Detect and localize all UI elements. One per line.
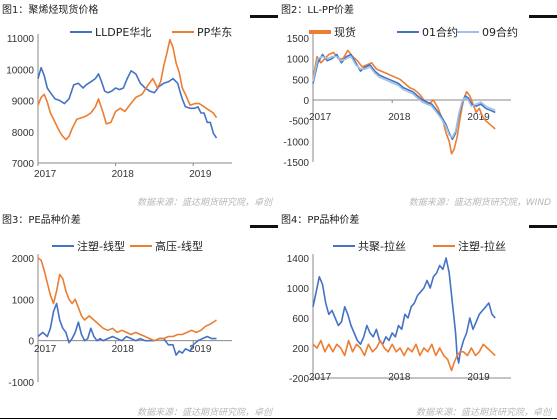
series-line	[37, 38, 218, 141]
y-tick-label: -200	[289, 374, 309, 385]
legend-label: PP华东	[197, 25, 232, 39]
y-tick-label: 200	[292, 344, 309, 355]
series-line	[312, 53, 496, 141]
y-tick-label: 0	[28, 337, 34, 348]
y-tick-label: 2000	[12, 254, 35, 265]
series-line	[312, 55, 496, 138]
y-tick-label: 1000	[287, 55, 310, 66]
y-tick-label: 1400	[287, 254, 310, 265]
series-line	[312, 257, 496, 364]
series-line	[37, 302, 217, 356]
x-tick-label: 2018	[112, 344, 135, 355]
x-tick-label: 2019	[467, 372, 490, 383]
chart-panel-1: 图1：聚烯烃现货价格数据来源：盛达期货研究院，卓创 7000 8000 9000 100…	[0, 0, 278, 210]
title-bar	[529, 225, 557, 228]
x-tick-label: 2018	[388, 112, 411, 123]
x-tick-label: 2019	[189, 169, 212, 180]
chart-panel-2: 图2：LL-PP价差数据来源：盛达期货研究院，WIND -1500 -1000 -50…	[279, 0, 557, 210]
source-text: 数据来源：盛达期货研究院，卓创	[136, 408, 272, 418]
x-tick-label: 2017	[309, 112, 332, 123]
title-bar	[250, 15, 278, 18]
chart-svg: 7000 8000 9000 10000 11000 2017 2018 2019 LLDPE华…	[6, 25, 232, 180]
y-tick-label: -1000	[283, 137, 309, 148]
title-bar	[250, 225, 278, 228]
chart-title: 图1：聚烯烃现货价格	[2, 5, 99, 16]
legend-label: 注塑-线型	[77, 239, 125, 253]
y-tick-label: 11000	[7, 34, 35, 45]
y-tick-label: 0	[303, 96, 309, 107]
legend-label: LLDPE华北	[95, 25, 151, 39]
source-text: 数据来源：盛达期货研究院，WIND	[408, 198, 551, 208]
legend-label: 现货	[334, 25, 356, 39]
y-tick-label: 500	[292, 75, 309, 86]
chart-title: 图2：LL-PP价差	[281, 5, 354, 16]
y-tick-label: 9000	[12, 97, 35, 108]
x-tick-label: 2019	[189, 344, 212, 355]
chart-title: 图4：PP品种价差	[281, 215, 360, 226]
x-tick-label: 2019	[467, 112, 490, 123]
chart-svg: -1500 -1000 -500 0 500 1000 1500 2017 2018 2019 现货…	[283, 25, 518, 169]
series-line	[37, 257, 217, 342]
chart-title: 图3：PE品种价差	[2, 215, 81, 226]
y-tick-label: 600	[292, 314, 309, 325]
series-line	[312, 339, 496, 372]
y-tick-label: 7000	[12, 159, 35, 170]
y-tick-label: -1000	[8, 378, 34, 389]
source-text: 数据来源：盛达期货研究院，卓创	[415, 408, 551, 418]
series-line	[37, 66, 218, 139]
series-line	[312, 49, 496, 155]
x-tick-label: 2018	[388, 372, 411, 383]
chart-svg: -1000 0 1000 2000 2017 2018 2019 注塑-线型 高压-线型	[8, 239, 232, 389]
title-bar	[529, 15, 557, 18]
legend-label: 09合约	[482, 25, 518, 39]
y-tick-label: 1000	[12, 295, 35, 306]
x-tick-label: 2017	[34, 169, 57, 180]
y-tick-label: -1500	[283, 158, 309, 169]
bottom-divider	[0, 418, 557, 419]
legend-label: 注塑-拉丝	[458, 239, 506, 253]
y-tick-label: 1500	[287, 34, 310, 45]
x-tick-label: 2018	[112, 169, 135, 180]
x-tick-label: 2017	[34, 344, 57, 355]
y-tick-label: 1000	[287, 284, 310, 295]
legend-label: 共聚-拉丝	[358, 239, 406, 253]
y-tick-label: -500	[289, 117, 309, 128]
y-tick-label: 8000	[12, 128, 35, 139]
chart-svg: -200 200 600 1000 1400 2017 2018 2019 共聚-拉丝 注塑-拉丝	[287, 239, 511, 385]
y-tick-label: 10000	[6, 65, 34, 76]
source-text: 数据来源：盛达期货研究院，卓创	[136, 198, 272, 208]
chart-panel-4: 图4：PP品种价差数据来源：盛达期货研究院，卓创 -200 200 600 1000 14…	[279, 210, 557, 420]
legend-label: 01合约	[422, 25, 458, 39]
legend-label: 高压-线型	[155, 239, 203, 253]
x-tick-label: 2017	[309, 372, 332, 383]
chart-panel-3: 图3：PE品种价差数据来源：盛达期货研究院，卓创 -1000 0 1000 2000 20…	[0, 210, 278, 420]
